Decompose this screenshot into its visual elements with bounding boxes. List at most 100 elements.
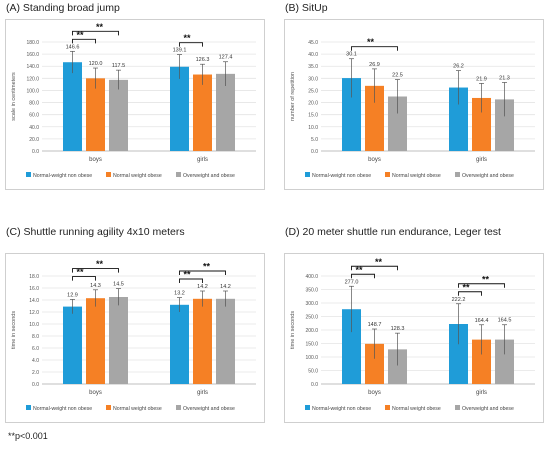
legend-swatch xyxy=(385,172,390,177)
data-label: 22.5 xyxy=(392,73,403,79)
y-tick-label: 15.0 xyxy=(308,113,318,119)
bar xyxy=(495,339,514,384)
y-tick-label: 120.0 xyxy=(26,76,39,82)
data-label: 117.5 xyxy=(112,63,125,69)
data-label: 277.0 xyxy=(345,279,359,285)
bar xyxy=(472,97,491,151)
y-tick-label: 50.0 xyxy=(308,369,318,375)
significance-label: ** xyxy=(183,33,191,43)
y-tick-label: 25.0 xyxy=(308,88,318,94)
bar xyxy=(193,298,212,384)
y-tick-label: 20.0 xyxy=(308,101,318,107)
y-axis-label: time in seconds xyxy=(11,311,17,349)
x-tick-label: boys xyxy=(89,157,102,163)
y-tick-label: 30.0 xyxy=(308,76,318,82)
significance-bracket xyxy=(72,30,119,36)
y-tick-label: 16.0 xyxy=(29,286,39,292)
significance-label: ** xyxy=(355,265,363,275)
significance-label: ** xyxy=(462,282,470,292)
significance-label: ** xyxy=(482,274,490,284)
y-tick-label: 0.0 xyxy=(32,149,39,155)
significance-label: ** xyxy=(203,262,211,272)
y-tick-label: 200.0 xyxy=(305,328,318,334)
legend-swatch xyxy=(26,172,31,177)
y-tick-label: 180.0 xyxy=(26,40,39,46)
bar xyxy=(472,339,491,384)
legend-label: Normal weight obese xyxy=(113,173,162,179)
data-label: 164.4 xyxy=(475,318,489,324)
legend-label: Overweight and obese xyxy=(462,173,514,179)
legend-swatch xyxy=(385,405,390,410)
bar xyxy=(365,85,384,151)
legend-label: Normal weight obese xyxy=(392,173,441,179)
y-tick-label: 40.0 xyxy=(29,125,39,131)
legend-label: Normal weight obese xyxy=(113,406,162,412)
legend-swatch xyxy=(176,172,181,177)
data-label: 30.1 xyxy=(346,52,357,58)
significance-label: ** xyxy=(367,37,375,47)
bar xyxy=(342,78,361,151)
x-tick-label: girls xyxy=(476,390,487,396)
bar xyxy=(109,79,128,151)
legend-label: Normal-weight non obese xyxy=(33,173,92,179)
legend-swatch xyxy=(305,172,310,177)
significance-bracket xyxy=(72,38,96,44)
bar xyxy=(365,343,384,384)
legend-swatch xyxy=(305,405,310,410)
y-tick-label: 100.0 xyxy=(26,88,39,94)
data-label: 14.3 xyxy=(90,283,101,289)
legend-label: Normal-weight non obese xyxy=(312,173,371,179)
significance-bracket xyxy=(351,265,398,271)
bar xyxy=(388,349,407,384)
data-label: 139.1 xyxy=(173,48,187,54)
legend-label: Overweight and obese xyxy=(183,406,235,412)
legend-swatch xyxy=(176,405,181,410)
bar xyxy=(170,304,189,384)
y-tick-label: 160.0 xyxy=(26,52,39,58)
data-label: 222.2 xyxy=(452,297,466,303)
y-tick-label: 14.0 xyxy=(29,298,39,304)
bar xyxy=(449,324,468,384)
bar xyxy=(388,96,407,151)
y-tick-label: 2.0 xyxy=(32,370,39,376)
significance-bracket xyxy=(179,270,226,275)
significance-label: ** xyxy=(76,267,84,277)
panel-a-svg: 0.0 20.0 40.0 60.0 80.0 100.0 120.0 140.0 160.0 1… xyxy=(11,22,256,179)
x-tick-label: boys xyxy=(368,157,381,163)
data-label: 14.5 xyxy=(113,282,124,288)
y-tick-label: 8.0 xyxy=(32,334,39,340)
bar xyxy=(495,99,514,151)
y-tick-label: 60.0 xyxy=(29,113,39,119)
significance-label: ** xyxy=(375,257,383,267)
legend-swatch xyxy=(106,405,111,410)
y-tick-label: 40.0 xyxy=(308,52,318,58)
data-label: 128.3 xyxy=(391,326,405,332)
y-tick-label: 12.0 xyxy=(29,310,39,316)
significance-bracket xyxy=(458,283,505,288)
y-tick-label: 0.0 xyxy=(311,382,318,388)
significance-bracket xyxy=(351,273,375,279)
bar xyxy=(86,298,105,384)
data-label: 14.2 xyxy=(220,284,231,290)
bar xyxy=(63,62,82,151)
bar xyxy=(193,74,212,151)
bar xyxy=(342,309,361,384)
y-tick-label: 0.0 xyxy=(32,382,39,388)
significance-bracket xyxy=(179,278,203,283)
bar xyxy=(449,87,468,151)
data-label: 164.5 xyxy=(498,318,512,324)
y-tick-label: 6.0 xyxy=(32,346,39,352)
y-tick-label: 5.0 xyxy=(311,137,318,143)
y-tick-label: 140.0 xyxy=(26,64,39,70)
footnote: **p<0.001 xyxy=(8,431,48,441)
legend-label: Normal weight obese xyxy=(392,406,441,412)
legend-label: Normal-weight non obese xyxy=(33,406,92,412)
data-label: 21.3 xyxy=(499,75,510,81)
panel-d-chart: 0.0 50.0 100.0 150.0 200.0 250.0 300.0 350.0 400… xyxy=(284,253,544,423)
data-label: 26.9 xyxy=(369,62,380,68)
y-axis-label: number of repetition xyxy=(290,72,296,121)
data-label: 126.3 xyxy=(196,57,210,63)
y-axis-label: time in seconds xyxy=(290,311,296,349)
panel-b-svg: 0.0 5.0 10.0 15.0 20.0 25.0 30.0 35.0 40.0 45.0 nu… xyxy=(290,37,535,179)
significance-label: ** xyxy=(96,22,104,32)
